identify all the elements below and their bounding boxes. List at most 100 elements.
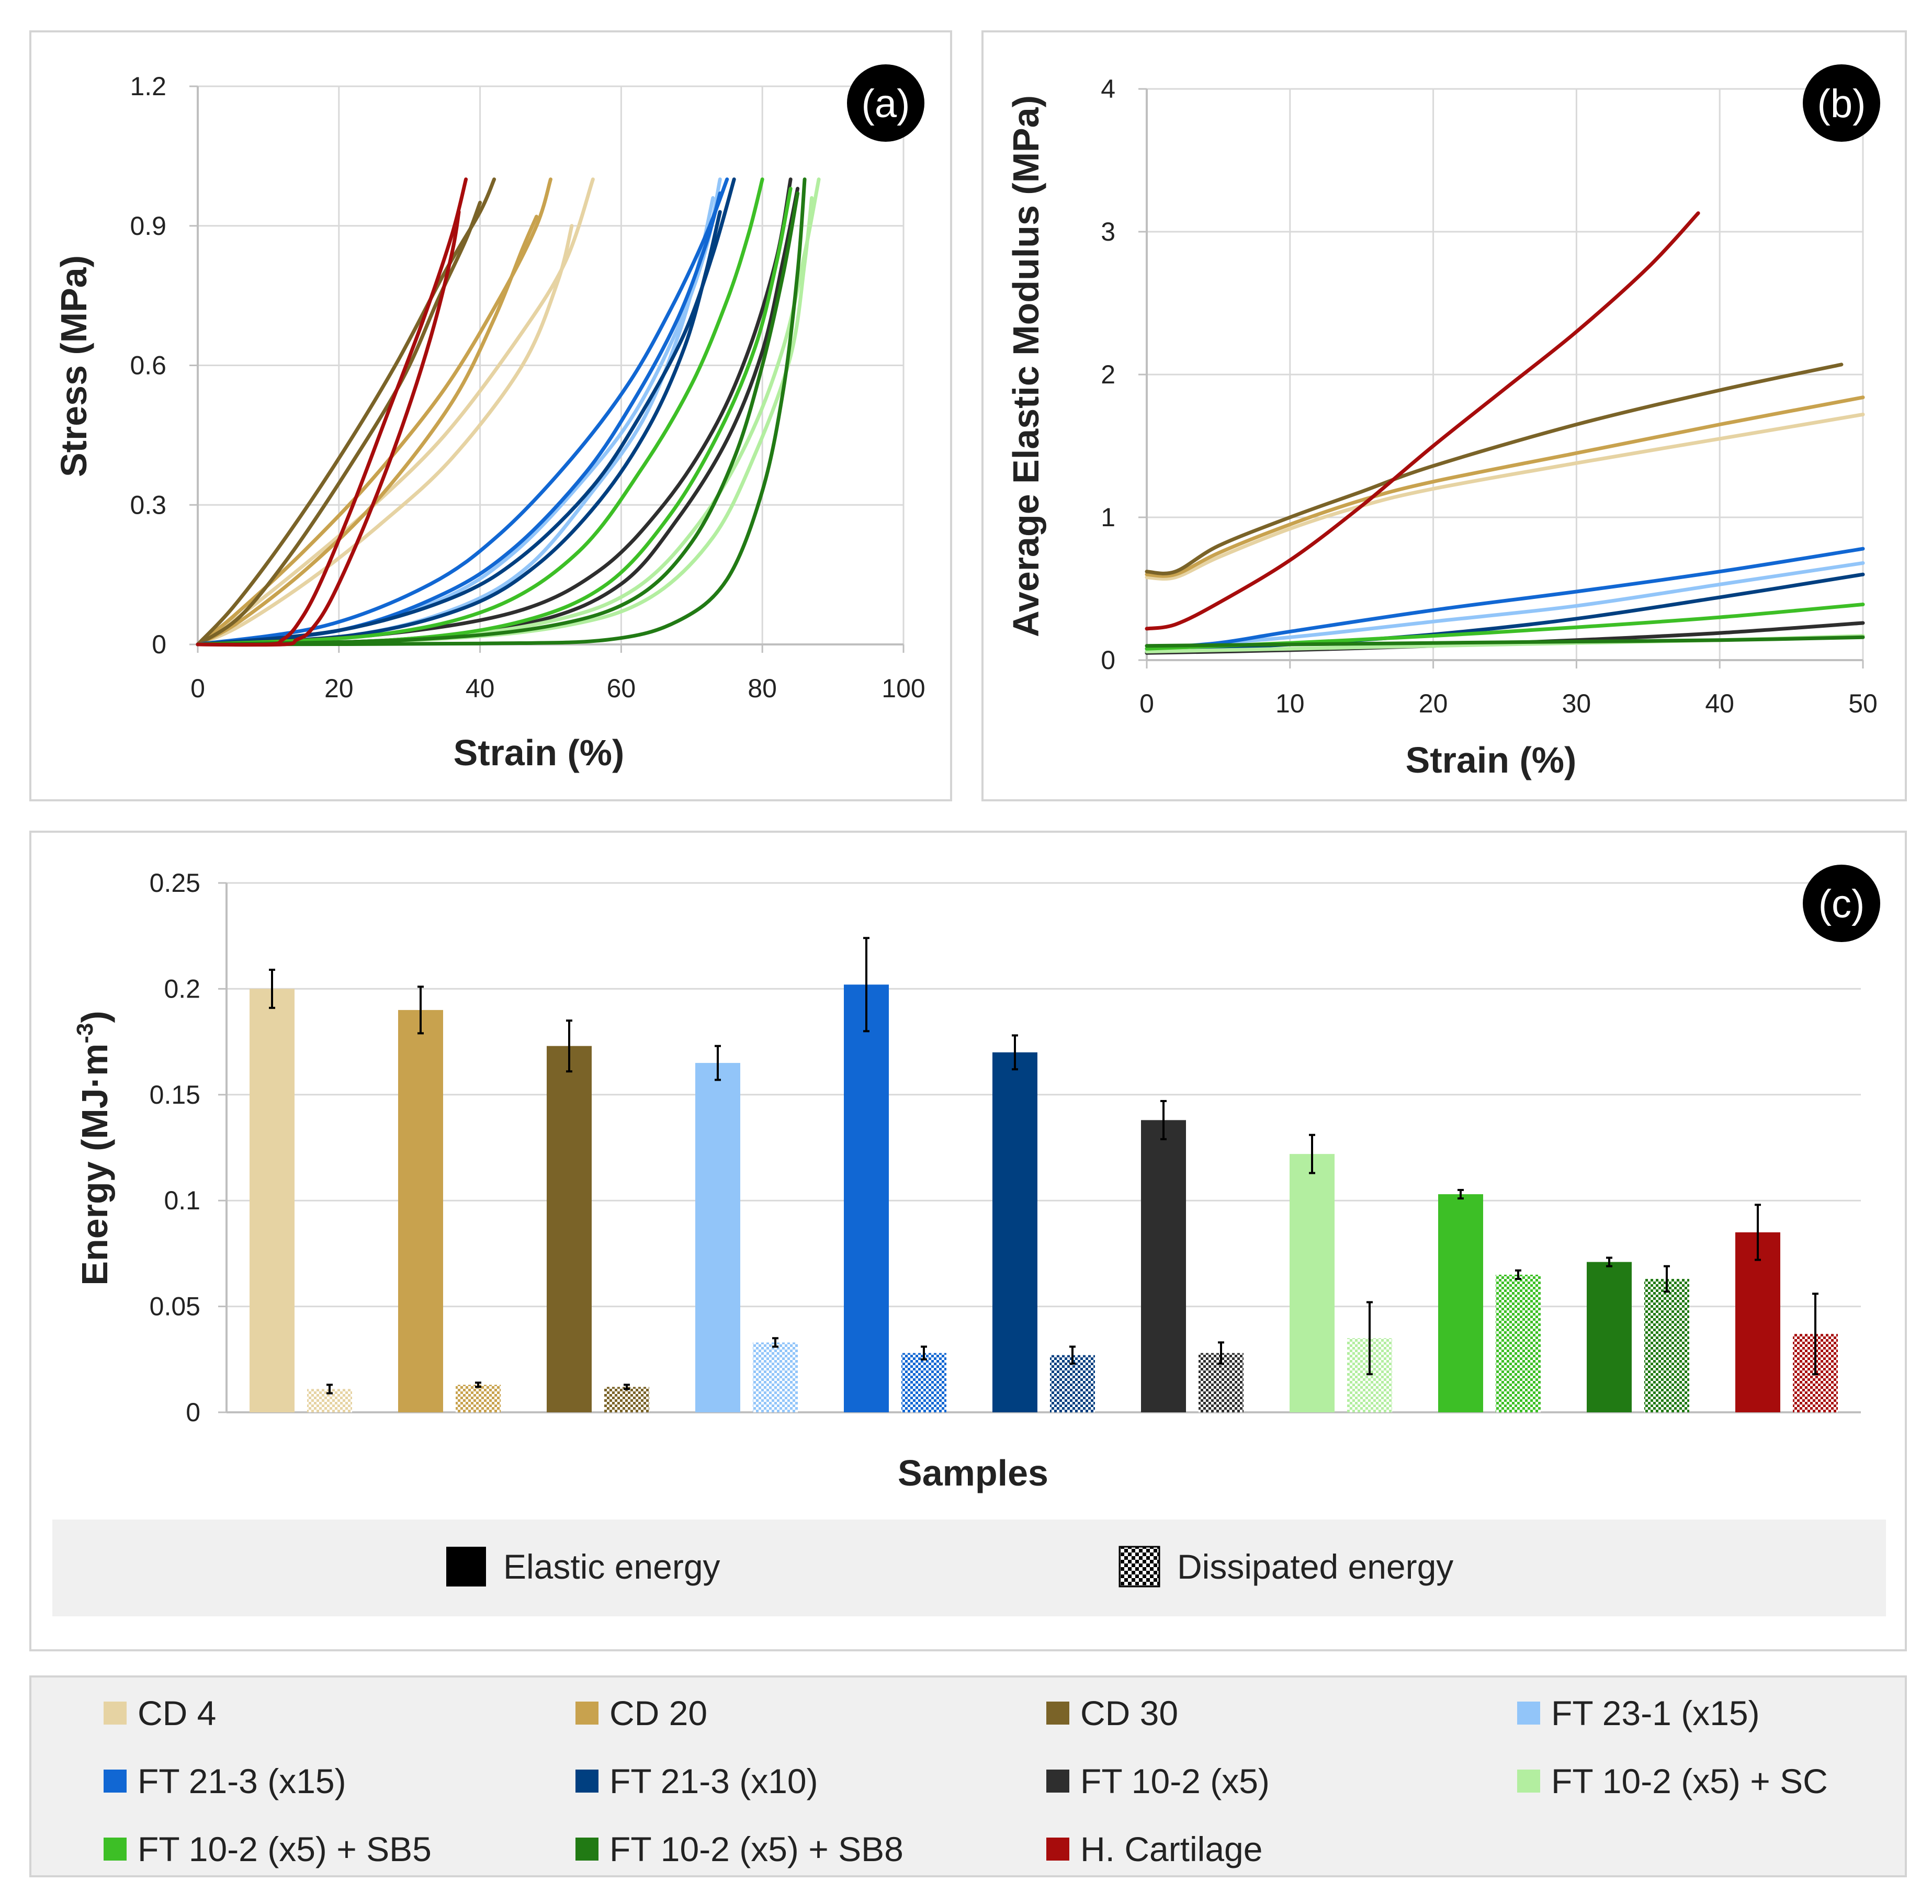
legend-label: FT 21-3 (x15): [138, 1762, 346, 1800]
series-line: [196, 200, 482, 647]
series-line: [1145, 561, 1865, 651]
legend-swatch: [1046, 1838, 1069, 1861]
series-line: [196, 191, 800, 647]
legend-item: FT 21-3 (x15): [104, 1762, 346, 1800]
y-tick-label: 0.3: [130, 490, 166, 519]
panel-b-frame: [981, 30, 1907, 801]
elastic-energy-bar: [547, 1046, 592, 1412]
legend-item: FT 10-2 (x5) + SB8: [575, 1830, 903, 1868]
energy-legend-box: [52, 1520, 1886, 1616]
legend-item: FT 10-2 (x5) + SC: [1517, 1762, 1828, 1800]
series-line: [196, 177, 468, 647]
bar-group: H. Cartilage: [1735, 1204, 1838, 1412]
legend-label: FT 10-2 (x5) + SC: [1551, 1762, 1828, 1800]
x-tick-label: 0: [190, 674, 205, 703]
bar-group: CD 4: [250, 968, 352, 1412]
dissipated-energy-bar: [753, 1342, 798, 1412]
x-tick-label: 60: [607, 674, 636, 703]
bar-group: FT 10-2 (x5): [1141, 1100, 1244, 1412]
series-line: [1145, 211, 1700, 631]
bar-group: FT 10-2 (x5) + SB8: [1587, 1256, 1689, 1412]
panel-label: (b): [1817, 82, 1866, 126]
legend-item: FT 23-1 (x15): [1517, 1694, 1760, 1732]
panel-label: (c): [1818, 882, 1865, 926]
dissipated-energy-bar: [1496, 1274, 1541, 1412]
legend-label: FT 10-2 (x5): [1080, 1762, 1270, 1800]
series-line: [1145, 412, 1865, 581]
x-tick-label: 100: [882, 674, 925, 703]
legend-label: FT 21-3 (x10): [609, 1762, 818, 1800]
elastic-energy-bar: [695, 1063, 740, 1412]
elastic-energy-bar: [1141, 1120, 1186, 1412]
legend-swatch: [104, 1702, 127, 1725]
y-tick-label: 0.2: [164, 974, 200, 1003]
bar-group: FT 23-1 (x15): [695, 1045, 798, 1412]
legend-swatch: [1046, 1770, 1069, 1793]
dissipated-energy-bar: [456, 1385, 501, 1412]
series-legend: CD 4 CD 20 CD 30 FT 23-1 (x15) FT 21-3 (x15)…: [104, 1694, 1828, 1868]
x-tick-label: 10: [1275, 689, 1305, 718]
legend-item: FT 21-3 (x10): [575, 1762, 818, 1800]
legend-swatch: [104, 1838, 127, 1861]
legend-item: H. Cartilage: [1046, 1830, 1262, 1868]
x-tick-label: 40: [466, 674, 495, 703]
y-tick-label: 2: [1101, 360, 1115, 389]
y-axis-title: Energy (MJ·m-3): [72, 1011, 115, 1285]
series-line: [196, 177, 552, 647]
x-tick-label: 20: [1419, 689, 1448, 718]
elastic-energy-label: Elastic energy: [503, 1547, 720, 1586]
series-line: [196, 177, 729, 647]
panel-a-chart: 0 20 40 60 80 100 0 0.3 0.6 0.9 1.2 Strain (%) Stres…: [53, 64, 925, 773]
legend-swatch: [575, 1838, 598, 1861]
series-line: [196, 214, 538, 647]
legend-label: CD 20: [609, 1694, 707, 1732]
legend-swatch: [104, 1770, 127, 1793]
y-tick-label: 4: [1101, 74, 1115, 104]
x-tick-label: 40: [1705, 689, 1734, 718]
series-line: [196, 177, 764, 647]
elastic-energy-bar: [398, 1010, 443, 1412]
elastic-energy-bar: [1587, 1262, 1632, 1412]
bar-group: FT 21-3 (x15): [844, 937, 946, 1412]
legend-item: CD 30: [1046, 1694, 1178, 1732]
panel-a-frame: [29, 30, 952, 801]
y-axis-title: Stress (MPa): [53, 255, 94, 477]
elastic-energy-swatch: [446, 1547, 486, 1586]
dissipated-energy-swatch: [1118, 1546, 1160, 1588]
y-tick-label: 0: [1101, 645, 1115, 675]
series-line: [196, 224, 574, 647]
y-tick-label: 1.2: [130, 72, 166, 101]
legend-label: CD 30: [1080, 1694, 1178, 1732]
y-tick-label: 0: [152, 630, 166, 659]
y-tick-label: 0.15: [150, 1080, 200, 1109]
dissipated-energy-bar: [604, 1387, 649, 1412]
x-axis-title: Samples: [898, 1453, 1048, 1493]
elastic-energy-bar: [250, 989, 295, 1412]
x-tick-label: 80: [748, 674, 777, 703]
x-tick-label: 30: [1562, 689, 1591, 718]
legend-swatch: [1517, 1702, 1540, 1725]
series-line: [1145, 395, 1865, 578]
legend-label: FT 10-2 (x5) + SB5: [138, 1830, 432, 1868]
elastic-energy-bar: [992, 1052, 1037, 1412]
panel-label: (a): [862, 82, 910, 126]
panel-c-chart: 0 0.05 0.1 0.15 0.2 0.25 CD 4 CD 20 CD 30 FT 23-1…: [72, 865, 1880, 1493]
dissipated-energy-label: Dissipated energy: [1177, 1547, 1453, 1586]
legend-item: FT 10-2 (x5): [1046, 1762, 1270, 1800]
dissipated-energy-bar: [1644, 1278, 1689, 1412]
series-line: [1145, 547, 1865, 651]
y-tick-label: 0: [186, 1398, 200, 1427]
panel-c-frame: [29, 831, 1907, 1651]
y-tick-label: 3: [1101, 217, 1115, 246]
x-tick-label: 20: [324, 674, 354, 703]
elastic-energy-bar: [844, 984, 889, 1412]
legend-item: CD 20: [575, 1694, 707, 1732]
y-tick-label: 0.1: [164, 1186, 200, 1215]
bar-group: FT 10-2 (x5) + SB5: [1438, 1188, 1541, 1412]
legend-label: FT 23-1 (x15): [1551, 1694, 1760, 1732]
panel-label-badge: [847, 64, 924, 142]
legend-label: H. Cartilage: [1080, 1830, 1262, 1868]
y-tick-label: 1: [1101, 503, 1115, 532]
elastic-energy-bar: [1438, 1194, 1483, 1412]
